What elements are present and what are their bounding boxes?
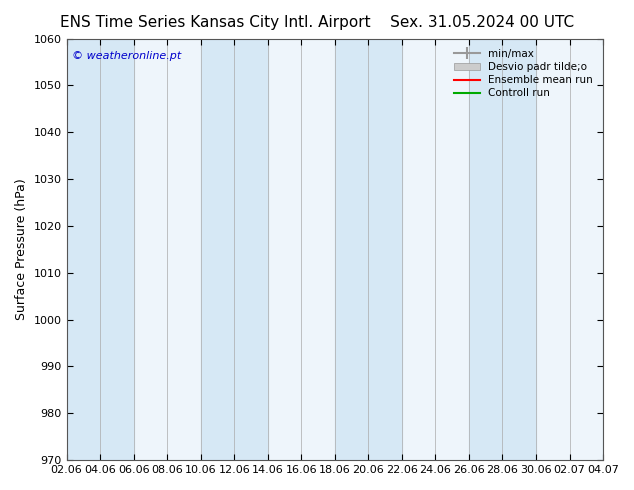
Y-axis label: Surface Pressure (hPa): Surface Pressure (hPa) — [15, 178, 28, 320]
Bar — [335, 39, 368, 460]
Text: © weatheronline.pt: © weatheronline.pt — [72, 51, 181, 61]
Legend: min/max, Desvio padr tilde;o, Ensemble mean run, Controll run: min/max, Desvio padr tilde;o, Ensemble m… — [448, 44, 598, 103]
Bar — [368, 39, 402, 460]
Bar — [201, 39, 234, 460]
Bar — [469, 39, 503, 460]
Bar — [234, 39, 268, 460]
Bar — [67, 39, 100, 460]
Text: ENS Time Series Kansas City Intl. Airport    Sex. 31.05.2024 00 UTC: ENS Time Series Kansas City Intl. Airpor… — [60, 15, 574, 30]
Bar — [603, 39, 634, 460]
Bar — [100, 39, 134, 460]
Bar — [503, 39, 536, 460]
